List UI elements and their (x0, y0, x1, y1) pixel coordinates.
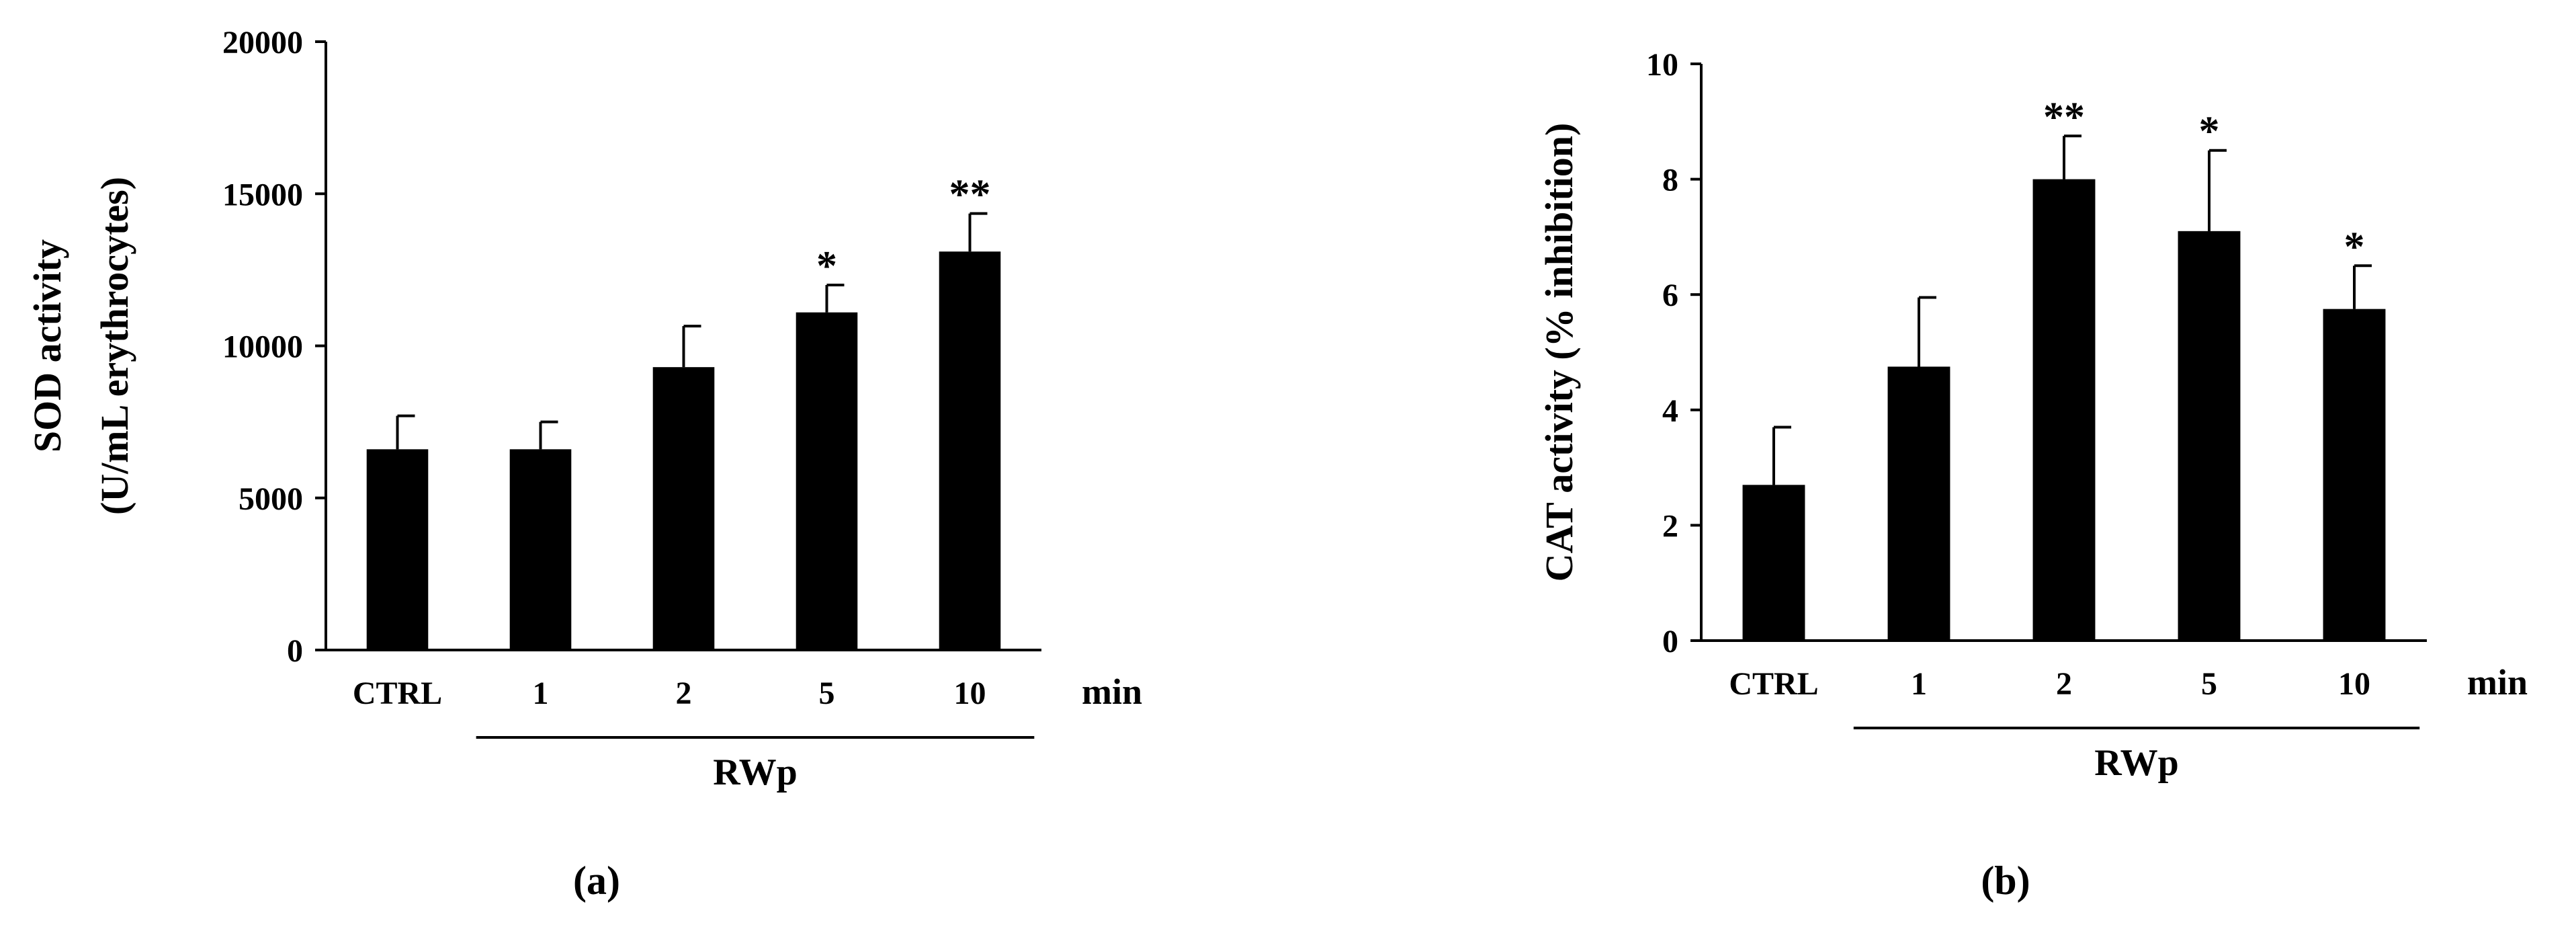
x-tick-label: 1 (533, 676, 549, 711)
group-label: RWp (713, 752, 798, 793)
chart-panel-a: 0 5000 10000 15000 20000 CTRL 1 2 * 5 ** 10 min RWp SO… (26, 25, 1142, 903)
y-tick-label: 10 (1646, 47, 1678, 83)
bar (796, 312, 858, 650)
bar (939, 251, 1001, 651)
y-tick-label: 15000 (222, 177, 303, 212)
y-axis-title: SOD activity (26, 239, 69, 452)
bar (2178, 231, 2241, 641)
panel-label: (b) (1981, 858, 2030, 903)
y-tick-label: 0 (1662, 624, 1678, 659)
significance-mark: * (2344, 224, 2365, 270)
bar (2323, 309, 2386, 641)
x-tick-label: 2 (676, 676, 692, 711)
bar (2032, 179, 2096, 641)
y-tick-label: 10000 (222, 329, 303, 365)
x-tick-label: 10 (2338, 666, 2370, 702)
y-tick-label: 20000 (222, 25, 303, 60)
y-tick-label: 2 (1662, 508, 1678, 544)
x-tick-label: 5 (819, 676, 835, 711)
y-tick-label: 0 (287, 633, 303, 669)
bar (1742, 485, 1805, 641)
bar (652, 367, 715, 650)
x-tick-label: CTRL (1729, 666, 1818, 702)
x-tick-label: 5 (2201, 666, 2217, 702)
significance-mark: ** (949, 172, 991, 218)
x-tick-label: 10 (954, 676, 986, 711)
y-tick-label: 6 (1662, 278, 1678, 313)
bar (1887, 366, 1950, 641)
y-tick-label: 5000 (239, 481, 303, 517)
y-tick-label: 8 (1662, 163, 1678, 198)
significance-mark: ** (2043, 94, 2085, 140)
significance-mark: * (816, 243, 837, 289)
x-tick-label: 2 (2056, 666, 2072, 702)
x-unit-label: min (2467, 662, 2528, 702)
y-tick-label: 4 (1662, 393, 1678, 429)
y-axis-title-line2: (U/mL erythrocytes) (93, 177, 136, 515)
x-unit-label: min (1082, 672, 1142, 712)
y-axis-title: CAT activity (% inhibition) (1537, 123, 1581, 582)
x-tick-label: 1 (1911, 666, 1927, 702)
significance-mark: * (2199, 109, 2220, 155)
chart-panel-b: 0 2 4 6 8 10 CTRL 1 ** 2 * 5 * 10 min RWp CAT activity (… (1537, 47, 2528, 903)
group-label: RWp (2094, 742, 2179, 784)
x-tick-label: CTRL (353, 676, 442, 711)
panel-label: (a) (573, 858, 620, 903)
bar (509, 449, 572, 650)
bar (366, 449, 429, 650)
